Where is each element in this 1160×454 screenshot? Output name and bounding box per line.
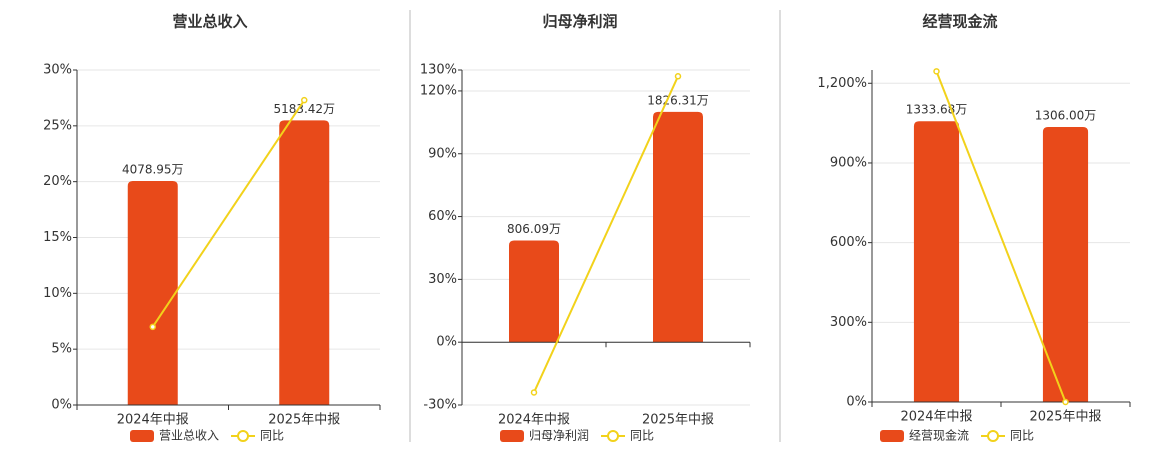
chart-title: 营业总收入 (172, 13, 247, 31)
data-label: 1826.31万 (647, 93, 709, 107)
x-tick-label: 2024年中报 (117, 413, 189, 428)
y-tick-label: 300% (830, 315, 867, 330)
y-tick-label: 0% (51, 398, 72, 413)
legend-swatch (607, 430, 620, 442)
x-tick-label: 2025年中报 (1029, 410, 1101, 425)
y-tick-label: 1,200% (817, 76, 867, 91)
line (151, 99, 306, 328)
bar (509, 240, 559, 343)
legend-label: 归母净利润 (529, 429, 589, 443)
y-tick-label: -30% (423, 398, 457, 413)
y-tick-label: 900% (830, 155, 867, 170)
y-tick-label: 600% (830, 235, 867, 250)
legend-label: 经营现金流 (909, 428, 969, 443)
y-tick-label: 30% (428, 272, 457, 287)
line-point (301, 96, 308, 104)
legend-label: 营业总收入 (159, 429, 219, 443)
x-tick-label: 2025年中报 (642, 413, 714, 428)
legend-swatch (500, 430, 524, 442)
legend-swatch (987, 430, 1000, 442)
bar (127, 180, 178, 405)
x-tick-label: 2025年中报 (268, 413, 340, 428)
line-point (530, 389, 538, 396)
line-point (1062, 398, 1069, 406)
y-tick-label: 90% (428, 146, 457, 161)
bar (913, 121, 960, 402)
bar (653, 111, 703, 343)
y-tick-label: 20% (43, 174, 72, 189)
legend-swatch (130, 430, 154, 442)
legend-swatch (880, 430, 904, 442)
data-label: 1306.00万 (1035, 109, 1097, 123)
chart-title: 经营现金流 (922, 13, 997, 31)
y-tick-label: 25% (43, 118, 72, 133)
y-tick-label: 120% (420, 83, 457, 98)
legend-label: 同比 (260, 429, 284, 443)
y-tick-label: 0% (846, 395, 867, 410)
y-tick-label: 130% (420, 63, 457, 78)
data-label: 806.09万 (507, 222, 561, 236)
line-point (149, 323, 156, 331)
y-tick-label: 30% (43, 63, 72, 78)
y-tick-label: 60% (428, 209, 457, 224)
x-tick-label: 2024年中报 (900, 410, 972, 425)
legend-swatch (237, 430, 250, 442)
line (935, 70, 1067, 403)
data-label: 4078.95万 (122, 162, 184, 176)
bar (279, 120, 330, 406)
x-tick-label: 2024年中报 (498, 413, 570, 428)
line (533, 75, 679, 393)
bar (1042, 127, 1089, 402)
line-point (674, 73, 682, 80)
legend-label: 同比 (630, 429, 654, 443)
data-label: 1333.68万 (906, 103, 968, 117)
line-point (933, 68, 940, 75)
y-tick-label: 15% (43, 230, 72, 245)
y-tick-label: 5% (51, 342, 72, 357)
data-label: 5183.42万 (273, 102, 335, 116)
y-tick-label: 10% (43, 286, 72, 301)
chart-title: 归母净利润 (542, 13, 617, 31)
y-tick-label: 0% (436, 335, 457, 350)
legend-label: 同比 (1010, 429, 1034, 443)
